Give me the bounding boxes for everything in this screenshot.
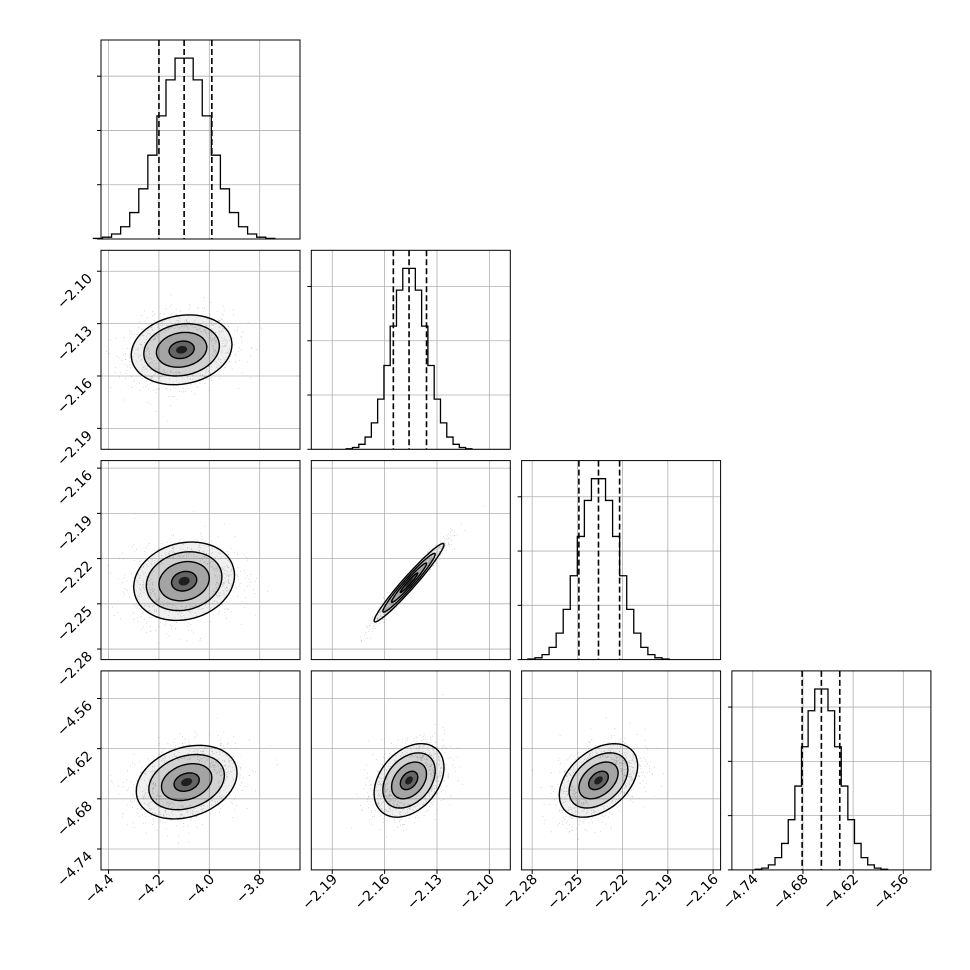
- hist-panel-1: [92, 39, 301, 240]
- density-fill: [594, 776, 603, 785]
- y-tick-label: −4.62: [54, 748, 96, 790]
- x-tick-label: −2.19: [299, 871, 341, 913]
- panel-frame: [310, 670, 511, 871]
- scatter-panel-1-3: [100, 460, 301, 661]
- contour-line: [158, 560, 211, 602]
- scatter-panel-1-4: [100, 670, 301, 871]
- contour-line: [373, 743, 445, 818]
- density-fill: [405, 776, 413, 785]
- hist-panel-3: [517, 460, 722, 661]
- sample-points: [351, 694, 463, 838]
- contour-line: [132, 541, 236, 622]
- density-fill: [405, 578, 413, 587]
- y-tick-label: −4.68: [54, 798, 96, 840]
- x-tick-label: −2.25: [545, 871, 587, 913]
- hist-frame: [100, 39, 301, 240]
- contour-line: [170, 570, 198, 592]
- y-tick-label: −2.19: [54, 428, 96, 470]
- contour-line: [382, 752, 436, 809]
- contour-line: [578, 761, 619, 800]
- contour-line: [168, 340, 195, 360]
- x-tick-label: −2.10: [457, 871, 499, 913]
- contour-line: [390, 761, 428, 800]
- y-tick-label: −2.13: [54, 323, 96, 365]
- x-tick-label: −4.2: [132, 871, 167, 906]
- x-tick-label: −2.13: [404, 871, 446, 913]
- y-tick-label: −2.28: [54, 649, 96, 691]
- hist-frame: [310, 249, 511, 450]
- panel-frame: [100, 460, 301, 661]
- hist-panel-4: [727, 670, 932, 871]
- scatter-panel-1-2: [100, 249, 301, 450]
- contour-line: [173, 772, 200, 792]
- y-tick-label: −2.25: [54, 603, 96, 645]
- y-tick-label: −2.22: [54, 558, 96, 600]
- contour-line: [160, 763, 213, 802]
- contour-line: [135, 744, 238, 820]
- contour-line: [390, 562, 428, 603]
- panel-content: [521, 670, 721, 870]
- y-tick-label: −2.19: [54, 513, 96, 555]
- sample-points: [360, 505, 485, 642]
- y-tick-label: −2.16: [54, 375, 96, 417]
- hist-frame: [731, 670, 932, 871]
- x-tick-label: −2.28: [499, 871, 541, 913]
- contour-line: [399, 770, 419, 791]
- panel-content: [311, 670, 511, 870]
- density-fill: [178, 576, 190, 586]
- x-tick-label: −4.68: [770, 871, 812, 913]
- panel-frame: [310, 460, 511, 661]
- scatter-panel-2-4: [310, 670, 511, 871]
- panel-frame: [521, 670, 722, 871]
- x-tick-label: −4.74: [720, 871, 762, 913]
- contour-line: [558, 742, 639, 818]
- x-tick-label: −4.62: [820, 871, 862, 913]
- panel-frame: [100, 249, 301, 450]
- panel-content: [101, 670, 300, 870]
- contour-line: [143, 322, 221, 377]
- panel-frame: [100, 670, 301, 871]
- hist-panel-2: [307, 249, 511, 450]
- panel-content: [311, 460, 511, 660]
- x-tick-label: −3.8: [233, 871, 268, 906]
- contour-line: [588, 770, 610, 791]
- contour-line: [148, 753, 226, 811]
- contour-line: [382, 552, 436, 613]
- x-tick-label: −2.16: [680, 871, 722, 913]
- contour-line: [373, 542, 445, 623]
- x-tick-label: −2.22: [590, 871, 632, 913]
- x-tick-label: −4.0: [183, 871, 218, 906]
- contour-line: [155, 331, 208, 368]
- y-tick-label: −2.16: [54, 468, 96, 510]
- y-tick-label: −2.10: [54, 271, 96, 313]
- density-fill: [176, 346, 188, 354]
- y-tick-label: −4.56: [54, 698, 96, 740]
- x-tick-label: −2.16: [352, 871, 394, 913]
- scatter-panel-2-3: [310, 460, 511, 661]
- hist-frame: [521, 460, 722, 661]
- density-fill: [181, 778, 193, 787]
- contour-line: [130, 314, 233, 386]
- scatter-panel-3-4: [521, 670, 722, 871]
- x-tick-label: −4.4: [82, 871, 117, 906]
- contour-line: [568, 752, 629, 809]
- contour-line: [399, 572, 419, 594]
- x-tick-label: −4.56: [870, 871, 912, 913]
- panel-content: [101, 250, 300, 450]
- x-tick-label: −2.19: [635, 871, 677, 913]
- y-tick-label: −4.74: [54, 848, 96, 890]
- contour-line: [145, 551, 223, 612]
- panel-content: [101, 460, 300, 660]
